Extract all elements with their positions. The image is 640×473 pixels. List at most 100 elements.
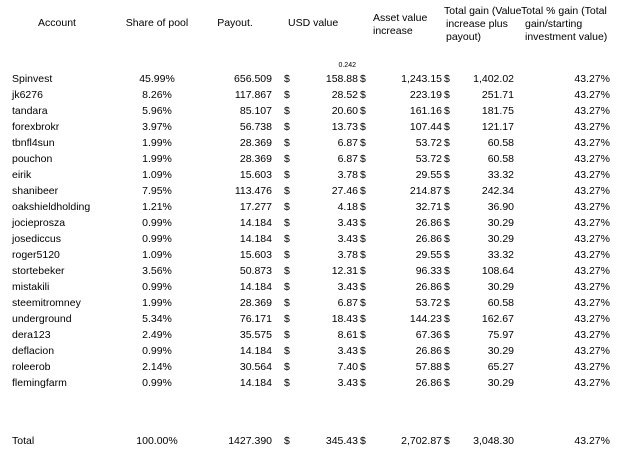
cell-payout: 14.184 <box>239 377 272 389</box>
currency-symbol: $ <box>360 249 366 261</box>
header-pct-line2: gain/starting <box>525 18 583 30</box>
cell-total: 181.75 <box>481 105 514 117</box>
currency-symbol: $ <box>444 329 450 341</box>
cell-total: 60.58 <box>487 137 514 149</box>
cell-payout: 14.184 <box>239 345 272 357</box>
cell-account: tandara <box>12 105 48 117</box>
cell-share: 1.21% <box>142 201 172 213</box>
cell-payout: 56.738 <box>239 121 272 133</box>
cell-payout: 35.575 <box>239 329 272 341</box>
cell-payout: 15.603 <box>239 169 272 181</box>
cell-account: roger5120 <box>12 249 60 261</box>
cell-share: 2.49% <box>142 329 172 341</box>
cell-asset: 26.86 <box>415 233 442 245</box>
currency-symbol: $ <box>360 201 366 213</box>
header-total-pct-gain: Total % gain (Total gain/starting invest… <box>521 5 636 44</box>
cell-usd: 4.18 <box>337 201 358 213</box>
cell-pct: 43.27% <box>574 313 610 325</box>
cell-payout: 1427.390 <box>228 435 272 447</box>
cell-total: 1,402.02 <box>473 73 514 85</box>
cell-asset: 57.88 <box>415 361 442 373</box>
currency-symbol: $ <box>444 89 450 101</box>
cell-account: shanibeer <box>12 185 59 197</box>
cell-share: 1.99% <box>142 153 172 165</box>
cell-usd: 158.88 <box>325 73 358 85</box>
cell-share: 0.99% <box>142 217 172 229</box>
header-pct-line3: investment value) <box>525 31 608 43</box>
cell-account: oakshieldholding <box>12 201 91 213</box>
cell-payout: 15.603 <box>239 249 272 261</box>
cell-usd: 28.52 <box>331 89 358 101</box>
cell-share: 5.34% <box>142 313 172 325</box>
cell-payout: 17.277 <box>239 201 272 213</box>
cell-total: 60.58 <box>487 153 514 165</box>
cell-share: 1.99% <box>142 297 172 309</box>
cell-asset: 223.19 <box>409 89 442 101</box>
currency-symbol: $ <box>360 169 366 181</box>
cell-usd: 27.46 <box>331 185 358 197</box>
cell-share: 7.95% <box>142 185 172 197</box>
cell-pct: 43.27% <box>574 153 610 165</box>
cell-usd: 20.60 <box>331 105 358 117</box>
cell-share: 1.09% <box>142 249 172 261</box>
cell-account: flemingfarm <box>12 377 67 389</box>
cell-total: 65.27 <box>487 361 514 373</box>
header-usd-value: USD value <box>288 17 339 29</box>
currency-symbol: $ <box>360 297 366 309</box>
currency-symbol: $ <box>284 137 290 149</box>
currency-symbol: $ <box>444 265 450 277</box>
currency-symbol: $ <box>444 153 450 165</box>
cell-share: 1.09% <box>142 169 172 181</box>
currency-symbol: $ <box>360 185 366 197</box>
cell-account: deflacion <box>12 345 55 357</box>
cell-account: steemitromney <box>12 297 81 309</box>
cell-share: 0.99% <box>142 345 172 357</box>
cell-pct: 43.27% <box>574 345 610 357</box>
cell-share: 1.99% <box>142 137 172 149</box>
cell-pct: 43.27% <box>574 297 610 309</box>
cell-total: 121.17 <box>481 121 514 133</box>
cell-pct: 43.27% <box>574 329 610 341</box>
currency-symbol: $ <box>360 137 366 149</box>
currency-symbol: $ <box>360 105 366 117</box>
currency-symbol: $ <box>360 435 366 447</box>
cell-pct: 43.27% <box>574 249 610 261</box>
currency-symbol: $ <box>444 377 450 389</box>
cell-usd: 3.43 <box>337 345 358 357</box>
cell-payout: 28.369 <box>239 153 272 165</box>
header-total-gain: Total gain (Value increase plus payout) <box>444 5 534 44</box>
currency-symbol: $ <box>444 361 450 373</box>
currency-symbol: $ <box>284 153 290 165</box>
cell-account: jocieprosza <box>12 217 66 229</box>
cell-payout: 113.476 <box>234 185 272 197</box>
cell-pct: 43.27% <box>574 169 610 181</box>
cell-payout: 50.873 <box>239 265 272 277</box>
currency-symbol: $ <box>360 329 366 341</box>
currency-symbol: $ <box>284 217 290 229</box>
cell-usd: 3.43 <box>337 281 358 293</box>
cell-pct: 43.27% <box>574 89 610 101</box>
cell-asset: 214.87 <box>409 185 442 197</box>
cell-asset: 32.71 <box>415 201 442 213</box>
cell-usd: 345.43 <box>325 435 358 447</box>
cell-asset: 2,702.87 <box>401 435 442 447</box>
currency-symbol: $ <box>360 153 366 165</box>
cell-total: 108.64 <box>481 265 514 277</box>
cell-asset: 53.72 <box>415 137 442 149</box>
header-asset-line2: increase <box>373 25 413 37</box>
currency-symbol: $ <box>284 329 290 341</box>
currency-symbol: $ <box>284 169 290 181</box>
currency-symbol: $ <box>284 313 290 325</box>
cell-total: 33.32 <box>487 249 514 261</box>
currency-symbol: $ <box>444 105 450 117</box>
cell-usd: 3.43 <box>337 233 358 245</box>
usd-rate-note: 0.242 <box>338 62 356 69</box>
cell-account: pouchon <box>12 153 53 165</box>
cell-payout: 117.867 <box>234 89 272 101</box>
cell-pct: 43.27% <box>574 105 610 117</box>
cell-total: 60.58 <box>487 297 514 309</box>
currency-symbol: $ <box>284 435 290 447</box>
cell-pct: 43.27% <box>574 435 610 447</box>
cell-asset: 161.16 <box>409 105 442 117</box>
